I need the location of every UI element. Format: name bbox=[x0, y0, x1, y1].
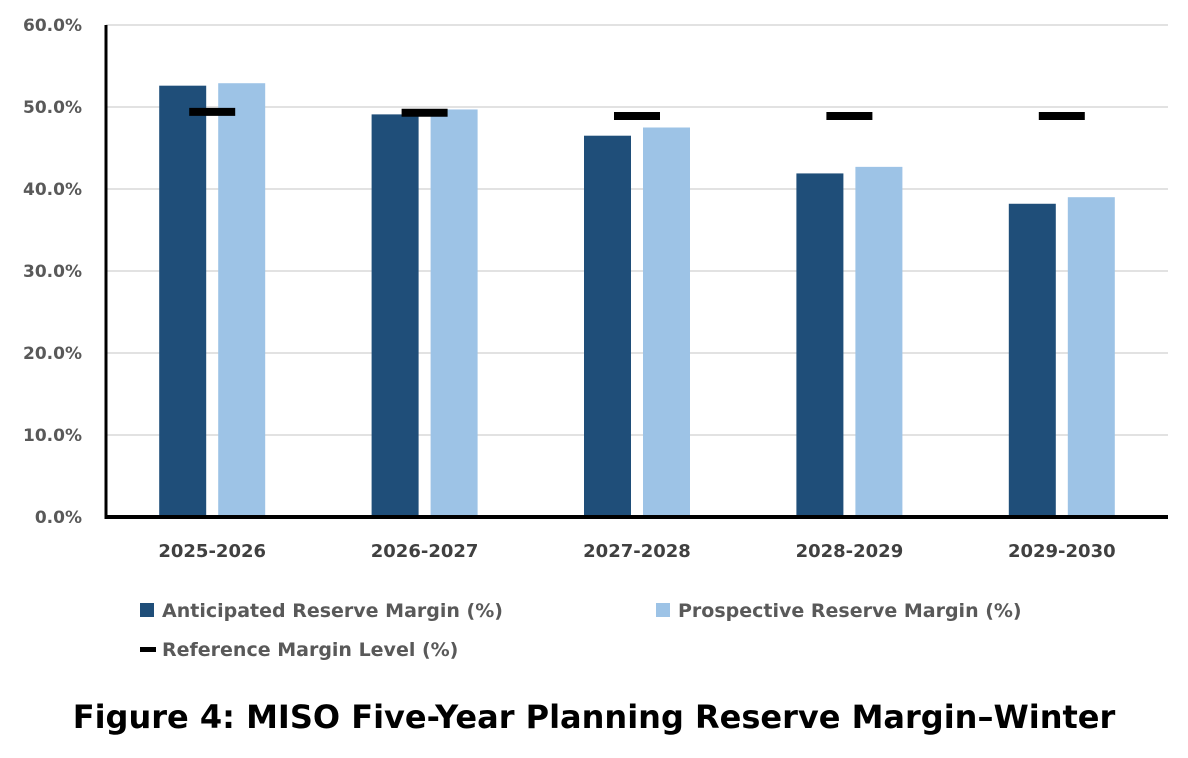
legend-label-reference: Reference Margin Level (%) bbox=[162, 639, 458, 661]
bar-anticipated-2027-2028 bbox=[584, 135, 631, 517]
y-axis-ticks: 0.0% 10.0% 20.0% 30.0% 40.0% 50.0% 60.0% bbox=[23, 16, 82, 528]
legend-swatch-reference bbox=[140, 647, 156, 652]
x-category-label: 2025-2026 bbox=[158, 541, 266, 562]
bar-prospective-2027-2028 bbox=[643, 127, 690, 517]
bars bbox=[159, 83, 1115, 518]
bar-prospective-2026-2027 bbox=[430, 109, 478, 518]
x-axis-categories: 2025-2026 2026-2027 2027-2028 2028-2029 2029… bbox=[158, 541, 1115, 562]
y-tick-label: 20.0% bbox=[23, 344, 82, 364]
legend-swatch-anticipated bbox=[140, 603, 154, 617]
legend: Anticipated Reserve Margin (%) Prospecti… bbox=[140, 600, 1022, 661]
legend-label-anticipated: Anticipated Reserve Margin (%) bbox=[162, 600, 503, 622]
bar-anticipated-2025-2026 bbox=[159, 85, 207, 518]
reference-markers bbox=[189, 107, 1085, 121]
bar-prospective-2029-2030 bbox=[1067, 197, 1115, 517]
y-tick-label: 10.0% bbox=[23, 426, 82, 446]
legend-swatch-prospective bbox=[656, 603, 670, 617]
y-tick-label: 30.0% bbox=[23, 262, 82, 282]
x-category-label: 2027-2028 bbox=[583, 541, 691, 562]
reserve-margin-chart: 0.0% 10.0% 20.0% 30.0% 40.0% 50.0% 60.0% 2025-… bbox=[23, 16, 1168, 661]
y-tick-label: 40.0% bbox=[23, 180, 82, 200]
x-category-label: 2029-2030 bbox=[1008, 541, 1116, 562]
y-tick-label: 0.0% bbox=[35, 508, 82, 528]
axes bbox=[104, 25, 1168, 519]
x-category-label: 2028-2029 bbox=[796, 541, 904, 562]
gridlines bbox=[106, 24, 1168, 436]
bar-prospective-2028-2029 bbox=[855, 166, 903, 518]
figure-caption: Figure 4: MISO Five-Year Planning Reserv… bbox=[72, 698, 1116, 736]
bar-anticipated-2026-2027 bbox=[371, 114, 419, 517]
legend-label-prospective: Prospective Reserve Margin (%) bbox=[678, 600, 1022, 622]
bar-prospective-2025-2026 bbox=[218, 83, 266, 517]
y-tick-label: 60.0% bbox=[23, 16, 82, 36]
y-tick-label: 50.0% bbox=[23, 98, 82, 118]
x-category-label: 2026-2027 bbox=[371, 541, 479, 562]
bar-anticipated-2028-2029 bbox=[796, 173, 844, 518]
bar-anticipated-2029-2030 bbox=[1008, 203, 1056, 517]
